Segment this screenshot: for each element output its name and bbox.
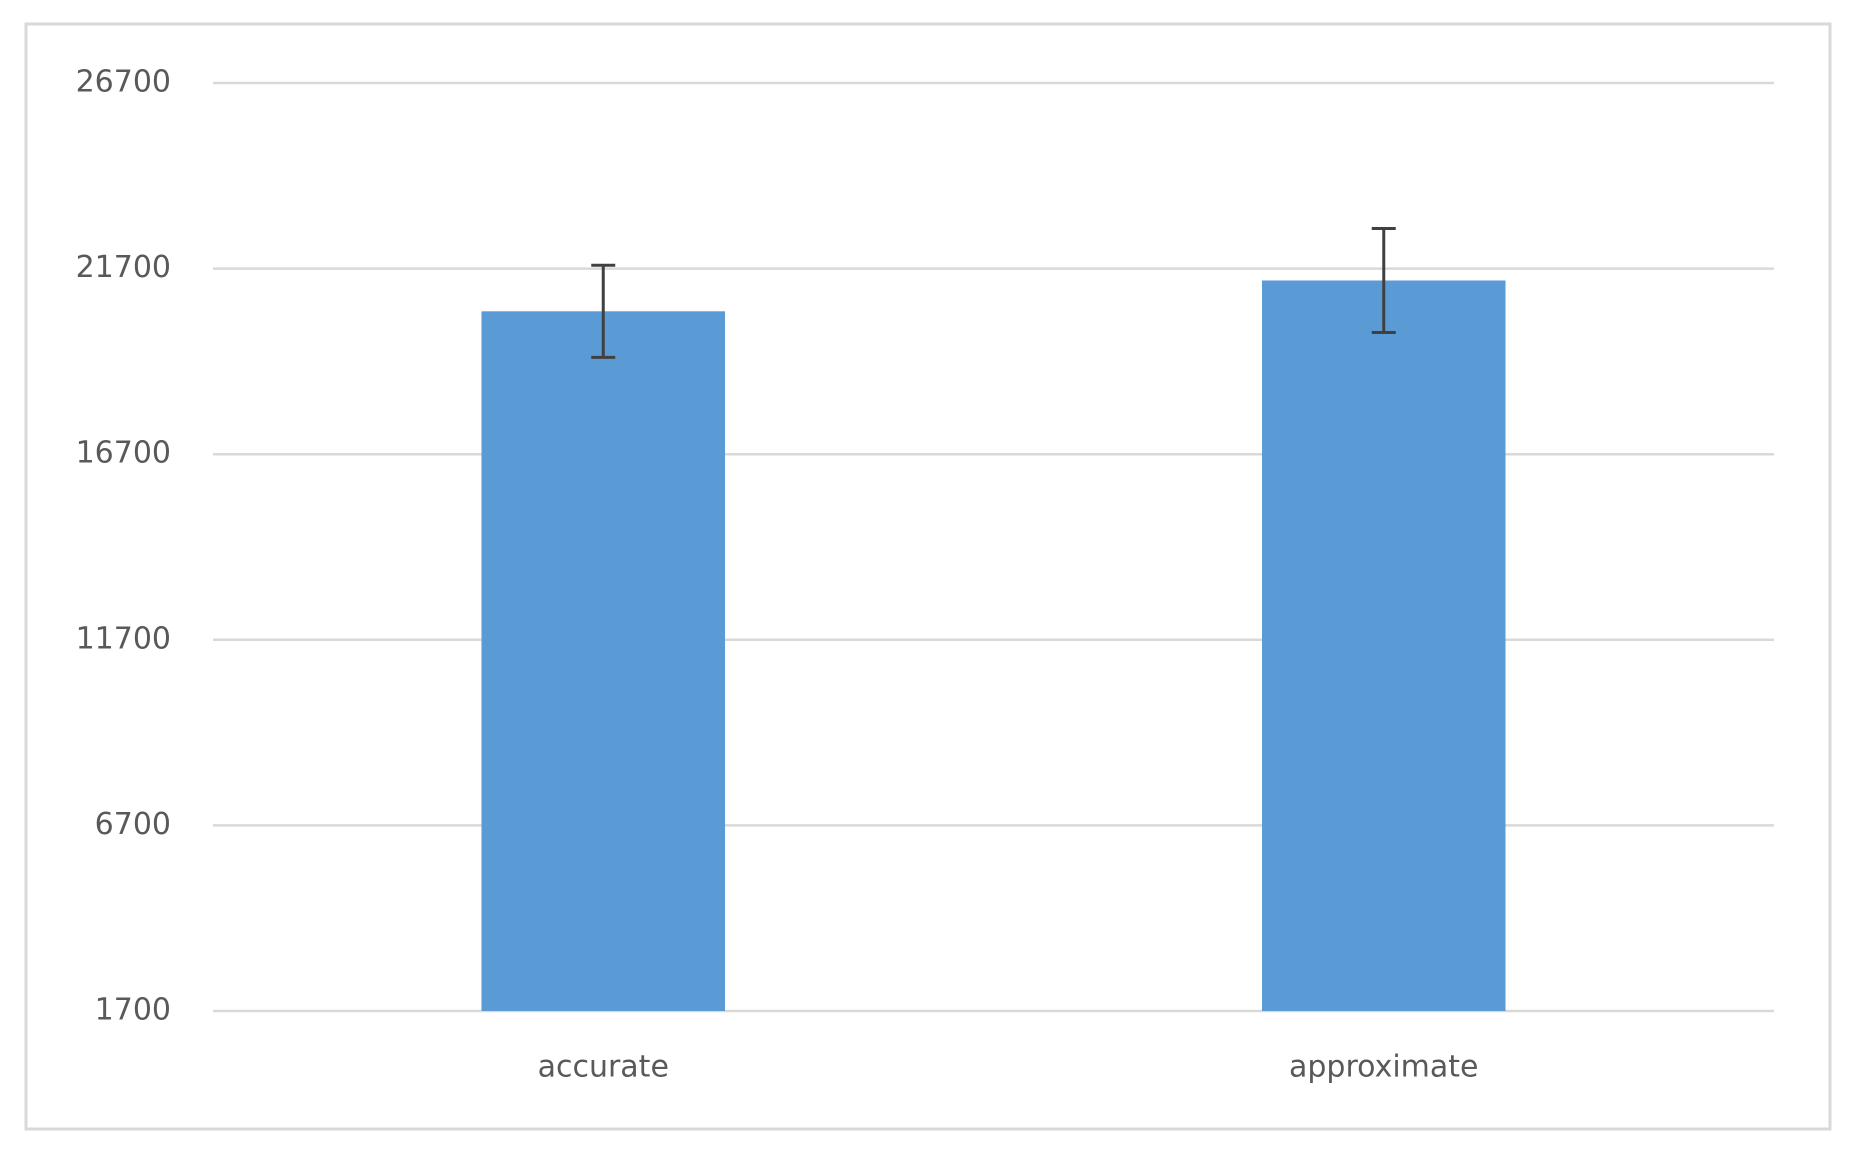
bar: [481, 311, 726, 1012]
x-tick-label: accurate: [538, 1050, 669, 1085]
bar: [1261, 280, 1506, 1011]
y-tick-label: 11700: [76, 621, 171, 656]
y-tick-label: 1700: [95, 993, 171, 1028]
y-tick-label: 6700: [95, 807, 171, 842]
y-tick-label: 16700: [76, 436, 171, 471]
error-bar: [591, 263, 616, 359]
y-tick-label: 26700: [76, 65, 171, 100]
error-bar: [1371, 227, 1396, 334]
y-tick-label: 21700: [76, 250, 171, 285]
chart-border: [24, 22, 1832, 1131]
x-tick-label: approximate: [1289, 1050, 1479, 1085]
